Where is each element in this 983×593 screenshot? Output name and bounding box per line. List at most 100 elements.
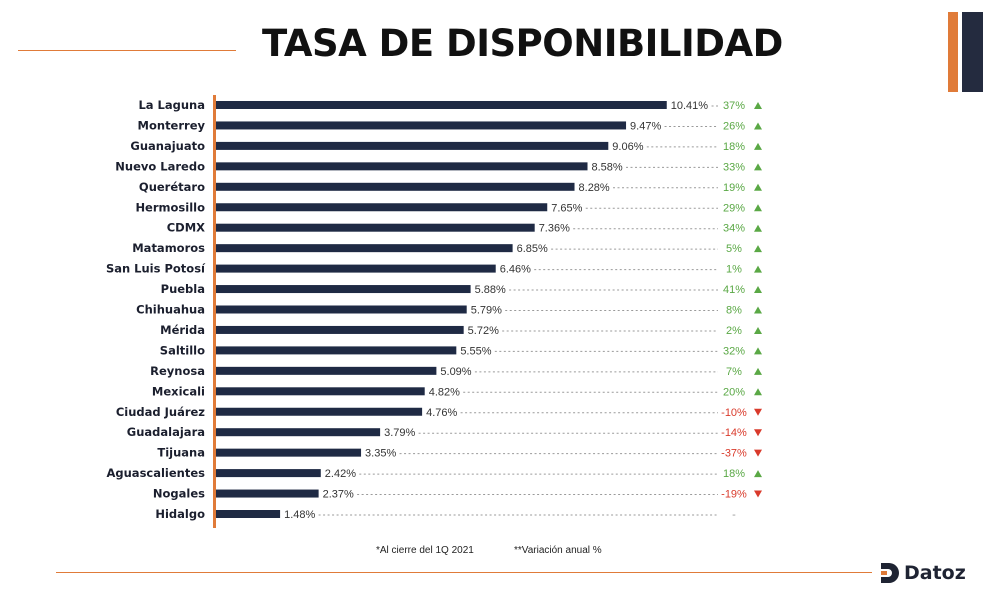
arrow-up-icon: [754, 388, 762, 396]
arrow-up-icon: [754, 224, 762, 232]
arrow-down-icon: [754, 490, 762, 498]
category-label: Reynosa: [150, 364, 205, 378]
value-label: 1.48%: [284, 509, 315, 521]
change-label: 18%: [723, 141, 745, 153]
category-label: Monterrey: [138, 118, 206, 132]
category-label: Nuevo Laredo: [115, 159, 205, 173]
category-label: Saltillo: [160, 343, 205, 357]
change-label: 19%: [723, 182, 745, 194]
arrow-up-icon: [754, 347, 762, 355]
bar: [216, 305, 467, 314]
title-rule-left: [18, 50, 236, 51]
footer-rule: [56, 572, 872, 573]
change-label: 20%: [723, 386, 745, 398]
bar: [216, 101, 667, 109]
value-label: 6.46%: [500, 264, 531, 276]
value-label: 3.35%: [365, 448, 396, 460]
value-label: 9.47%: [630, 120, 661, 132]
arrow-up-icon: [754, 306, 762, 314]
arrow-up-icon: [754, 122, 762, 130]
category-label: Mérida: [160, 323, 205, 337]
change-label: 26%: [723, 120, 745, 132]
category-label: Ciudad Juárez: [116, 405, 205, 419]
category-label: Aguascalientes: [106, 466, 205, 480]
category-label: Hidalgo: [155, 507, 205, 521]
accent-bar-orange: [948, 12, 958, 92]
change-label: -19%: [721, 489, 747, 501]
value-label: 9.06%: [612, 141, 643, 153]
arrow-down-icon: [754, 449, 762, 457]
value-label: 7.36%: [539, 223, 570, 235]
bar: [216, 203, 548, 212]
arrow-up-icon: [754, 326, 762, 334]
bar: [216, 182, 575, 191]
bar: [216, 469, 321, 478]
change-label: 8%: [726, 305, 742, 317]
arrow-up-icon: [754, 245, 762, 253]
arrow-up-icon: [754, 102, 762, 109]
value-label: 8.28%: [579, 182, 610, 194]
bar: [216, 510, 281, 518]
bar: [216, 325, 464, 334]
change-label: -37%: [721, 448, 747, 460]
arrow-up-icon: [754, 142, 762, 150]
category-label: Nogales: [153, 487, 205, 501]
arrow-up-icon: [754, 265, 762, 273]
brand-logo: Datoz: [880, 560, 966, 586]
bar: [216, 407, 423, 416]
value-label: 7.65%: [551, 202, 582, 214]
value-label: 2.42%: [325, 468, 356, 480]
change-label: -: [732, 509, 736, 521]
value-label: 5.55%: [460, 345, 491, 357]
change-label: -14%: [721, 427, 747, 439]
value-label: 2.37%: [323, 489, 354, 501]
value-label: 3.79%: [384, 427, 415, 439]
bar: [216, 428, 381, 437]
bar: [216, 366, 437, 375]
change-label: 32%: [723, 345, 745, 357]
category-label: Guadalajara: [127, 425, 205, 439]
category-label: Puebla: [161, 282, 205, 296]
bar: [216, 141, 609, 150]
bar: [216, 121, 627, 130]
category-label: CDMX: [167, 221, 205, 235]
bar: [216, 162, 588, 171]
value-label: 5.09%: [440, 366, 471, 378]
bar: [216, 244, 513, 253]
arrow-up-icon: [754, 367, 762, 375]
change-label: 37%: [723, 100, 745, 112]
value-label: 4.82%: [429, 386, 460, 398]
value-label: 4.76%: [426, 407, 457, 419]
bar: [216, 285, 471, 294]
bar: [216, 346, 457, 355]
value-label: 8.58%: [592, 161, 623, 173]
value-label: 5.88%: [475, 284, 506, 296]
page-title: TASA DE DISPONIBILIDAD: [262, 22, 783, 65]
bar: [216, 387, 425, 396]
category-label: Hermosillo: [135, 200, 205, 214]
value-label: 5.79%: [471, 305, 502, 317]
arrow-up-icon: [754, 163, 762, 171]
value-label: 5.72%: [468, 325, 499, 337]
accent-bar-dark: [962, 12, 983, 92]
change-label: -10%: [721, 407, 747, 419]
category-label: Tijuana: [157, 446, 205, 460]
category-label: Guanajuato: [130, 139, 205, 153]
value-label: 10.41%: [671, 100, 709, 112]
bar: [216, 264, 496, 273]
category-label: La Laguna: [138, 98, 205, 112]
category-label: Chihuahua: [136, 303, 205, 317]
change-label: 5%: [726, 243, 742, 255]
logo-text: Datoz: [904, 562, 966, 584]
category-label: Matamoros: [132, 241, 205, 255]
change-label: 2%: [726, 325, 742, 337]
arrow-up-icon: [754, 470, 762, 478]
bar: [216, 489, 319, 498]
datoz-logo-icon: [881, 563, 899, 583]
category-label: San Luis Potosí: [106, 262, 206, 276]
change-label: 33%: [723, 161, 745, 173]
footnote-variation: **Variación anual %: [514, 545, 602, 556]
category-label: Mexicali: [152, 384, 205, 398]
change-label: 18%: [723, 468, 745, 480]
